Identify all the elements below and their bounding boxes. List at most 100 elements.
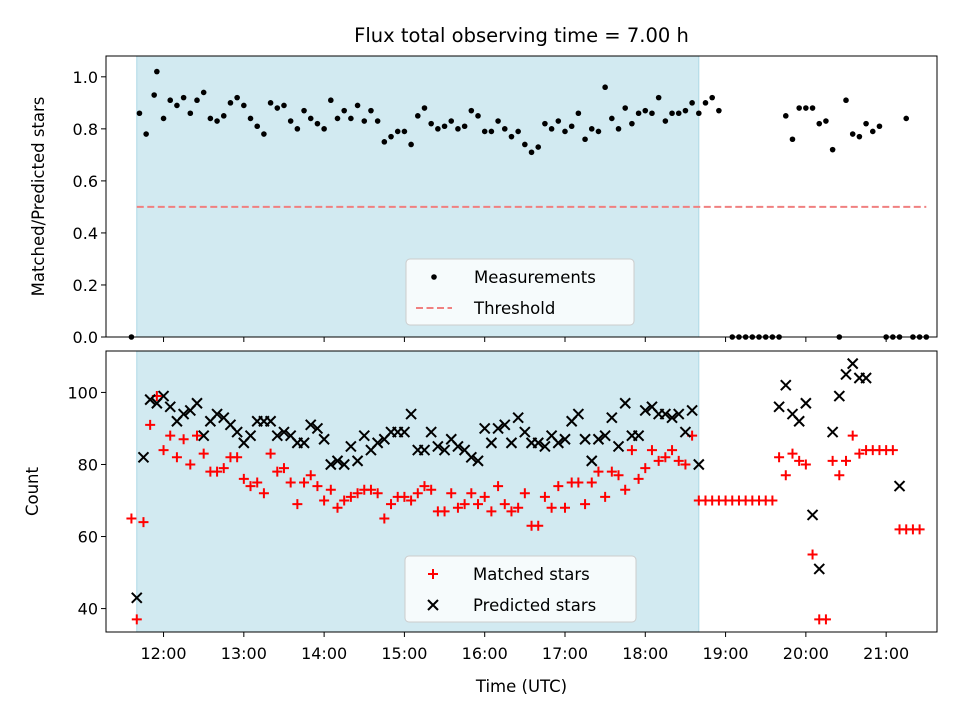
matched-stars-point [131, 614, 142, 625]
series-1 [131, 357, 906, 604]
matched-stars-point [212, 466, 223, 477]
predicted-stars-point [137, 451, 150, 463]
matched-stars-point [345, 491, 356, 502]
measurement-point [675, 110, 682, 117]
matched-stars-point [459, 499, 470, 510]
predicted-stars-point [164, 401, 176, 413]
measurement-point [207, 115, 214, 122]
measurement-point [609, 115, 615, 122]
measurement-point [160, 115, 167, 122]
predicted-stars-point [686, 404, 698, 417]
measurement-point [809, 105, 816, 111]
measurement-point [602, 84, 608, 91]
matched-stars-point [667, 445, 678, 456]
measurement-point [535, 144, 542, 150]
measurement-point [856, 133, 863, 140]
matched-stars-point [452, 502, 463, 513]
matched-stars-point [780, 470, 791, 481]
measurement-point [869, 128, 876, 135]
measurement-point [151, 92, 157, 98]
predicted-stars-point [813, 563, 825, 575]
matched-stars-point [285, 477, 296, 488]
y-axis-label: Count [23, 466, 42, 516]
measurement-point [388, 133, 394, 140]
matched-stars-point [834, 470, 845, 481]
matched-stars-point [439, 506, 450, 517]
predicted-stars-point [465, 451, 478, 463]
measurement-point [167, 97, 174, 104]
y-tick-label: 0.2 [73, 276, 98, 295]
measurement-point [542, 120, 548, 127]
measurement-point [381, 139, 388, 145]
predicted-stars-point [418, 444, 431, 456]
matched-stars-point [493, 481, 504, 492]
predicted-stars-point [452, 440, 464, 453]
axes-frame [105, 55, 938, 338]
measurement-point [461, 123, 468, 130]
measurement-point [143, 131, 149, 137]
measurement-point [468, 107, 475, 114]
measurement-point [241, 102, 247, 109]
predicted-stars-point [438, 444, 451, 456]
predicted-stars-point [331, 455, 344, 467]
measurement-point [669, 110, 675, 117]
matched-stars-point [258, 488, 269, 499]
predicted-stars-point [846, 357, 859, 370]
x-tick-label: 20:00 [783, 644, 829, 663]
measurement-point [582, 136, 588, 143]
measurement-point [321, 126, 327, 132]
y-tick-label: 0.4 [73, 224, 98, 243]
matched-stars-point [519, 488, 530, 499]
predicted-stars-point [298, 437, 310, 449]
predicted-stars-point [144, 393, 156, 406]
predicted-stars-point [191, 397, 203, 409]
predicted-stars-point [177, 408, 190, 420]
matched-stars-point [406, 495, 417, 506]
matched-stars-point [386, 499, 397, 510]
measurement-point [702, 100, 709, 106]
measurement-point [709, 94, 715, 101]
measurement-point [334, 115, 341, 122]
measurement-point [294, 126, 301, 132]
measurement-point [642, 107, 649, 114]
matched-stars-point [506, 506, 517, 517]
predicted-stars-point [693, 458, 705, 471]
predicted-stars-point [505, 437, 518, 449]
measurement-point [662, 118, 669, 124]
matched-stars-point [319, 495, 330, 506]
y-tick-label: 60 [78, 528, 98, 547]
matched-stars-point [513, 502, 524, 513]
predicted-stars-point [211, 408, 223, 420]
y-axis-label: Matched/Predicted stars [29, 97, 48, 297]
predicted-stars-point [492, 422, 504, 435]
predicted-stars-point [345, 440, 357, 453]
y-tick-label: 40 [78, 600, 98, 619]
x-tick-label: 18:00 [622, 644, 668, 663]
matched-stars-point [486, 506, 497, 517]
matched-stars-point [218, 463, 229, 474]
matched-stars-point [600, 491, 611, 502]
matched-stars-point [145, 419, 156, 430]
legend: Matched stars Predicted stars [404, 555, 637, 623]
predicted-stars-point [398, 426, 411, 438]
predicted-stars-point [639, 404, 651, 417]
matched-stars-point [820, 614, 831, 625]
measurement-point [421, 105, 428, 111]
matched-stars-point [841, 455, 852, 466]
matched-stars-point [412, 488, 423, 499]
axes-frame [105, 350, 938, 633]
measurement-point [803, 105, 809, 111]
measurement-point [214, 118, 220, 124]
measurement-point [194, 97, 200, 104]
predicted-stars-point [271, 429, 283, 442]
predicted-stars-point [532, 437, 544, 449]
measurement-point [501, 126, 508, 132]
matched-stars-point [533, 520, 544, 531]
x-tick-label: 16:00 [462, 644, 508, 663]
measurement-point [876, 123, 883, 130]
matched-stars-point [126, 513, 137, 524]
measurement-point [448, 118, 455, 124]
matched-stars-point [774, 452, 785, 463]
series-0 [128, 68, 930, 340]
matched-stars-point [767, 495, 778, 506]
